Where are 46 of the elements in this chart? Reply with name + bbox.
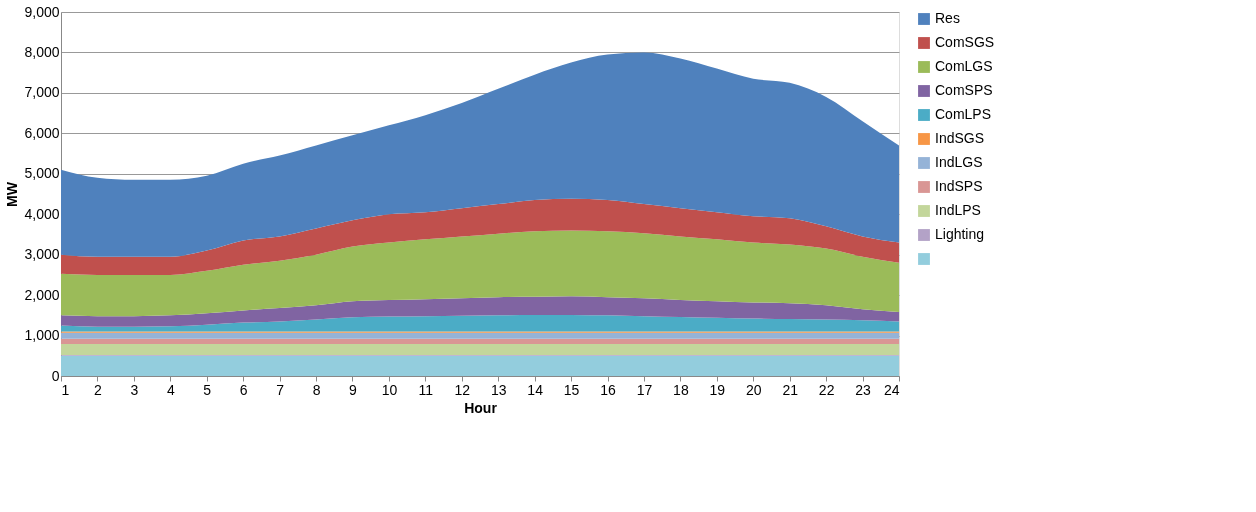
legend-label: IndSPS (935, 178, 983, 194)
x-tick-label: 3 (130, 381, 139, 398)
x-tick-label: 4 (166, 381, 175, 398)
legend-label: Res (935, 10, 960, 26)
x-tick-label: 8 (312, 381, 321, 398)
x-tick-label: 12 (454, 381, 471, 398)
x-tick-label: 19 (709, 381, 726, 398)
x-tick-label: 20 (745, 381, 762, 398)
legend-label: ComSPS (935, 82, 993, 98)
x-tick-label: 9 (349, 381, 358, 398)
x-tick-label: 1 (61, 381, 70, 398)
x-tick-label: 24 (883, 381, 900, 398)
x-axis-title: Hour (464, 399, 498, 416)
y-tick-label: 9,000 (24, 3, 60, 20)
x-tick-label: 15 (563, 381, 580, 398)
legend-label: ComSGS (935, 34, 995, 50)
legend-label: IndLGS (935, 154, 983, 170)
x-tick-label: 2 (94, 381, 103, 398)
y-tick-label: 0 (51, 367, 60, 384)
x-tick-label: 11 (418, 381, 434, 398)
legend-label: IndLPS (935, 202, 981, 218)
x-tick-label: 10 (381, 381, 398, 398)
y-tick-label: 3,000 (24, 246, 60, 263)
legend-label: ComLGS (935, 58, 993, 74)
x-tick-label: 6 (239, 381, 248, 398)
x-tick-label: 21 (782, 381, 799, 398)
legend-label: Lighting (935, 226, 985, 242)
y-tick-label: 1,000 (24, 327, 60, 344)
x-tick-label: 22 (818, 381, 835, 398)
x-tick-label: 23 (855, 381, 872, 398)
y-tick-label: 8,000 (24, 43, 60, 60)
x-tick-label: 16 (600, 381, 617, 398)
y-tick-label: 6,000 (24, 124, 60, 141)
x-tick-label: 5 (203, 381, 212, 398)
x-tick-label: 13 (490, 381, 507, 398)
x-tick-label: 7 (276, 381, 285, 398)
y-axis-title: MW (4, 181, 21, 207)
x-tick-label: 14 (527, 381, 544, 398)
legend-label: ComLPS (935, 106, 992, 122)
y-tick-label: 2,000 (24, 286, 60, 303)
legend-label: IndSGS (935, 130, 985, 146)
y-tick-label: 5,000 (24, 165, 60, 182)
x-tick-label: 17 (636, 381, 653, 398)
y-tick-label: 7,000 (24, 84, 60, 101)
x-tick-label: 18 (673, 381, 689, 398)
y-tick-label: 4,000 (24, 205, 60, 222)
